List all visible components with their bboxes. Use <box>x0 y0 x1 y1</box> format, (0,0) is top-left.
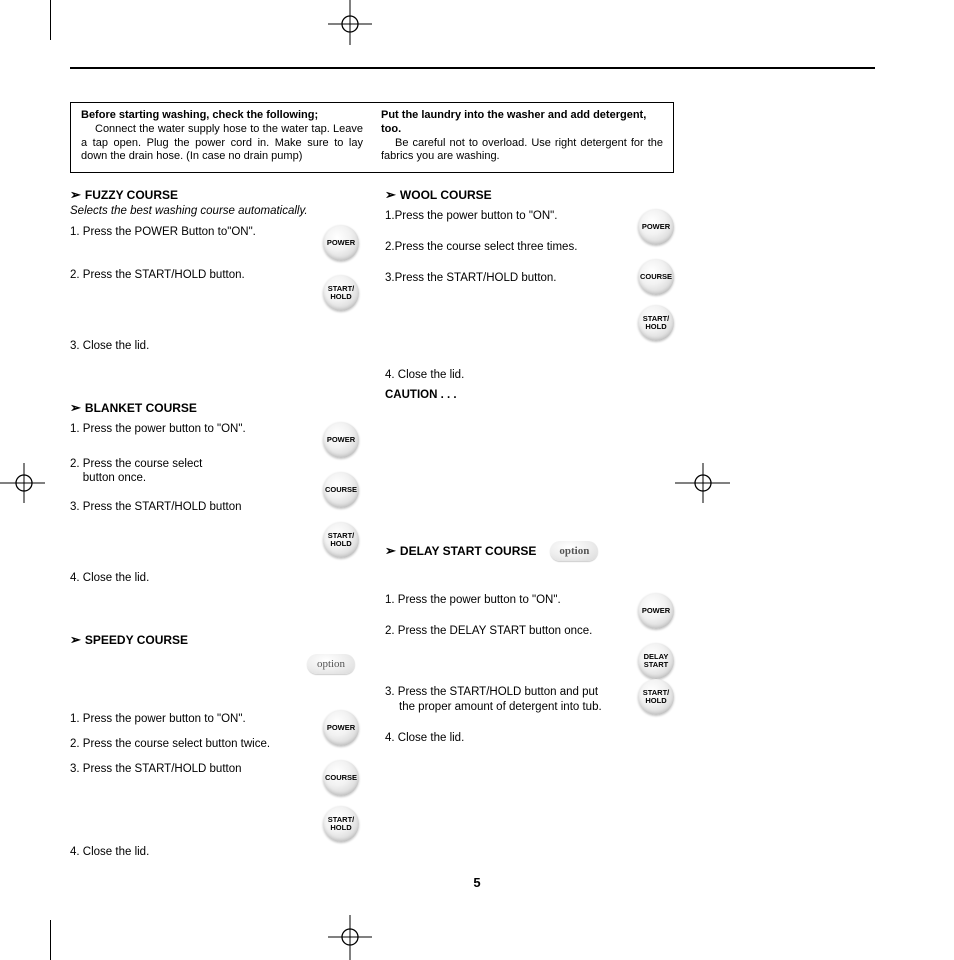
delay-step-1: 1. Press the power button to "ON". <box>385 593 674 608</box>
page-number: 5 <box>0 875 954 890</box>
wool-caution: CAUTION . . . <box>385 389 674 401</box>
chevron-icon: ➢ <box>385 187 396 203</box>
wool-step-4: 4. Close the lid. <box>385 368 674 383</box>
intro-left: Before starting washing, check the follo… <box>81 109 363 164</box>
course-button-icon: COURSE <box>323 472 359 508</box>
course-button-icon: COURSE <box>323 760 359 796</box>
right-column: ➢ WOOL COURSE POWER COURSE START/ HOLD 1… <box>385 187 674 860</box>
course-button-icon: COURSE <box>638 259 674 295</box>
blanket-heading: ➢ BLANKET COURSE <box>70 400 359 416</box>
delay-step-2: 2. Press the DELAY START button once. <box>385 624 674 639</box>
blanket-step-2a: 2. Press the course select <box>70 457 359 472</box>
speedy-step-2: 2. Press the course select button twice. <box>70 737 359 752</box>
wool-heading: ➢ WOOL COURSE <box>385 187 674 203</box>
crop-mark-left <box>0 458 45 508</box>
crop-mark-bottom <box>310 915 390 960</box>
power-button-icon: POWER <box>323 225 359 261</box>
delay-title: DELAY START COURSE <box>400 544 536 558</box>
crop-mark-right <box>675 458 730 508</box>
option-badge: option <box>307 654 355 674</box>
start-hold-button-icon: START/ HOLD <box>323 522 359 558</box>
chevron-icon: ➢ <box>70 187 81 203</box>
option-badge: option <box>550 541 598 561</box>
blanket-step-1: 1. Press the power button to "ON". <box>70 422 359 437</box>
blanket-step-3: 3. Press the START/HOLD button <box>70 500 359 515</box>
fuzzy-subtitle: Selects the best washing course automati… <box>70 205 359 219</box>
start-hold-button-icon: START/ HOLD <box>638 679 674 715</box>
power-button-icon: POWER <box>323 422 359 458</box>
fuzzy-step-3: 3. Close the lid. <box>70 339 359 354</box>
speedy-step-1: 1. Press the power button to "ON". <box>70 712 359 727</box>
crop-mark-top <box>310 0 390 45</box>
fuzzy-step-1: 1. Press the POWER Button to"ON". <box>70 225 359 240</box>
header-rule <box>70 67 875 69</box>
wool-step-3: 3.Press the START/HOLD button. <box>385 271 674 286</box>
fuzzy-title: FUZZY COURSE <box>85 188 178 202</box>
speedy-step-3: 3. Press the START/HOLD button <box>70 762 359 777</box>
intro-box: Before starting washing, check the follo… <box>70 102 674 173</box>
speedy-heading: ➢ SPEEDY COURSE <box>70 632 359 648</box>
blanket-step-4: 4. Close the lid. <box>70 571 359 586</box>
chevron-icon: ➢ <box>70 400 81 416</box>
left-column: ➢ FUZZY COURSE Selects the best washing … <box>70 187 359 860</box>
start-hold-button-icon: START/ HOLD <box>638 305 674 341</box>
trim-line-bottom <box>50 920 51 960</box>
intro-right-lead: Put the laundry into the washer and add … <box>381 109 663 137</box>
intro-left-body: Connect the water supply hose to the wat… <box>81 123 363 164</box>
fuzzy-step-2: 2. Press the START/HOLD button. <box>70 268 359 283</box>
intro-left-lead: Before starting washing, check the follo… <box>81 109 363 123</box>
intro-right-body: Be careful not to overload. Use right de… <box>381 137 663 165</box>
wool-step-1: 1.Press the power button to "ON". <box>385 209 674 224</box>
delay-step-3: 3. Press the START/HOLD button and put t… <box>385 685 674 715</box>
blanket-title: BLANKET COURSE <box>85 401 197 415</box>
intro-right: Put the laundry into the washer and add … <box>381 109 663 164</box>
power-button-icon: POWER <box>323 710 359 746</box>
power-button-icon: POWER <box>638 593 674 629</box>
chevron-icon: ➢ <box>70 632 81 648</box>
speedy-title: SPEEDY COURSE <box>85 633 188 647</box>
wool-step-2: 2.Press the course select three times. <box>385 240 674 255</box>
blanket-step-2b: button once. <box>70 471 359 486</box>
trim-line-top <box>50 0 51 40</box>
start-hold-button-icon: START/ HOLD <box>323 806 359 842</box>
fuzzy-heading: ➢ FUZZY COURSE <box>70 187 359 203</box>
delay-heading: ➢ DELAY START COURSE option <box>385 541 674 561</box>
delay-start-button-icon: DELAY START <box>638 643 674 679</box>
start-hold-button-icon: START/ HOLD <box>323 275 359 311</box>
delay-step-4: 4. Close the lid. <box>385 731 674 746</box>
chevron-icon: ➢ <box>385 543 396 559</box>
wool-title: WOOL COURSE <box>400 188 492 202</box>
power-button-icon: POWER <box>638 209 674 245</box>
page-content: Before starting washing, check the follo… <box>70 102 674 860</box>
speedy-step-4: 4. Close the lid. <box>70 845 359 860</box>
